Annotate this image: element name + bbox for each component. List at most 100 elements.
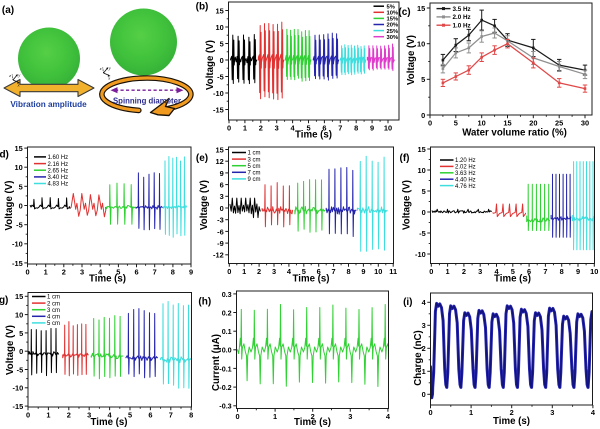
svg-text:x: x: [17, 82, 20, 87]
svg-text:3: 3: [348, 412, 352, 421]
svg-text:5: 5: [302, 267, 306, 276]
svg-text:0.1: 0.1: [222, 327, 232, 336]
svg-text:10: 10: [215, 23, 223, 32]
svg-text:5 cm: 5 cm: [47, 321, 60, 327]
svg-text:0: 0: [220, 56, 224, 65]
svg-text:Time (s): Time (s): [493, 416, 530, 427]
svg-text:-12: -12: [213, 251, 224, 260]
svg-text:3 cm: 3 cm: [47, 308, 60, 314]
svg-text:Voltage (V): Voltage (V): [199, 180, 210, 230]
svg-text:6: 6: [322, 123, 326, 132]
svg-text:6: 6: [148, 410, 152, 419]
svg-text:y: y: [17, 73, 21, 78]
svg-text:9: 9: [220, 169, 224, 178]
svg-text:Vibration amplitude: Vibration amplitude: [10, 100, 87, 109]
svg-text:25%: 25%: [387, 29, 399, 35]
svg-text:0: 0: [227, 267, 231, 276]
svg-text:-9: -9: [217, 239, 224, 248]
svg-text:z: z: [8, 73, 11, 78]
svg-text:-6: -6: [217, 227, 224, 236]
svg-text:9: 9: [370, 123, 374, 132]
svg-text:9 cm: 9 cm: [248, 177, 261, 183]
svg-text:2.16 Hz: 2.16 Hz: [48, 162, 69, 168]
svg-text:Time (s): Time (s): [294, 417, 331, 428]
svg-text:y: y: [108, 66, 112, 71]
svg-text:4.83 Hz: 4.83 Hz: [48, 182, 69, 188]
svg-text:(h): (h): [198, 297, 211, 308]
svg-text:5: 5: [306, 123, 310, 132]
svg-text:-5: -5: [419, 229, 426, 238]
svg-text:15%: 15%: [387, 17, 399, 23]
svg-text:-5: -5: [16, 221, 23, 230]
svg-text:3: 3: [275, 123, 279, 132]
svg-text:5: 5: [421, 75, 425, 84]
svg-text:Voltage (V): Voltage (V): [205, 40, 216, 90]
svg-text:15: 15: [503, 118, 511, 127]
svg-text:4: 4: [591, 408, 596, 417]
svg-text:2 cm: 2 cm: [47, 301, 60, 307]
svg-text:15: 15: [417, 4, 425, 13]
svg-text:30%: 30%: [387, 35, 399, 41]
svg-text:Voltage (V): Voltage (V): [4, 181, 15, 231]
svg-text:z: z: [99, 66, 102, 71]
svg-text:20: 20: [529, 118, 537, 127]
svg-text:3: 3: [80, 267, 84, 276]
svg-text:Charge (nC): Charge (nC): [413, 330, 424, 385]
svg-text:(a): (a): [2, 5, 14, 16]
svg-text:4 cm: 4 cm: [47, 315, 60, 321]
svg-text:7: 7: [153, 267, 157, 276]
svg-text:0: 0: [19, 347, 23, 356]
svg-text:0: 0: [428, 118, 432, 127]
svg-text:4: 4: [386, 412, 391, 421]
svg-text:-10: -10: [213, 89, 224, 98]
svg-text:15: 15: [215, 145, 223, 154]
svg-text:0: 0: [429, 267, 433, 276]
svg-text:(f): (f): [400, 153, 410, 164]
svg-text:1 cm: 1 cm: [47, 295, 60, 301]
svg-text:0.0: 0.0: [222, 346, 232, 355]
svg-text:0: 0: [220, 204, 224, 213]
svg-text:10: 10: [384, 123, 392, 132]
svg-text:4: 4: [422, 298, 427, 307]
svg-text:4: 4: [291, 123, 296, 132]
svg-text:8: 8: [346, 267, 350, 276]
svg-text:-3: -3: [217, 216, 224, 225]
svg-text:Current (μA): Current (μA): [211, 334, 222, 391]
svg-text:12: 12: [215, 157, 223, 166]
svg-text:1: 1: [44, 267, 48, 276]
svg-text:-10: -10: [415, 250, 426, 259]
svg-text:0: 0: [26, 410, 30, 419]
svg-text:3 cm: 3 cm: [248, 157, 261, 163]
svg-text:3: 3: [87, 410, 91, 419]
svg-text:1: 1: [422, 367, 426, 376]
svg-text:15: 15: [417, 145, 425, 154]
svg-text:3.40 Hz: 3.40 Hz: [48, 175, 69, 181]
svg-text:5: 5: [128, 410, 132, 419]
svg-text:3: 3: [220, 192, 224, 201]
svg-text:2: 2: [311, 412, 315, 421]
svg-text:20%: 20%: [387, 23, 399, 29]
svg-text:-0.2: -0.2: [219, 383, 231, 392]
svg-text:2: 2: [257, 267, 261, 276]
svg-text:5 cm: 5 cm: [248, 164, 261, 170]
svg-text:1.0 Hz: 1.0 Hz: [453, 22, 471, 29]
svg-text:5%: 5%: [387, 4, 395, 10]
svg-text:6: 6: [527, 267, 531, 276]
svg-text:Voltage (V): Voltage (V): [406, 35, 417, 85]
svg-text:9: 9: [189, 267, 193, 276]
svg-text:0: 0: [25, 267, 29, 276]
svg-text:-10: -10: [13, 384, 24, 393]
svg-text:-5: -5: [17, 365, 24, 374]
svg-text:2.0 Hz: 2.0 Hz: [453, 14, 471, 21]
svg-text:3.63 Hz: 3.63 Hz: [455, 171, 476, 177]
svg-text:Voltage (V): Voltage (V): [5, 325, 16, 375]
svg-text:Voltage (V): Voltage (V): [402, 180, 413, 230]
svg-text:5: 5: [220, 39, 224, 48]
svg-text:10: 10: [15, 311, 23, 320]
svg-text:8: 8: [354, 123, 358, 132]
svg-text:0.3: 0.3: [222, 290, 232, 299]
svg-text:1: 1: [242, 267, 246, 276]
svg-text:4: 4: [494, 267, 499, 276]
svg-text:3: 3: [272, 267, 276, 276]
svg-text:6: 6: [220, 181, 224, 190]
